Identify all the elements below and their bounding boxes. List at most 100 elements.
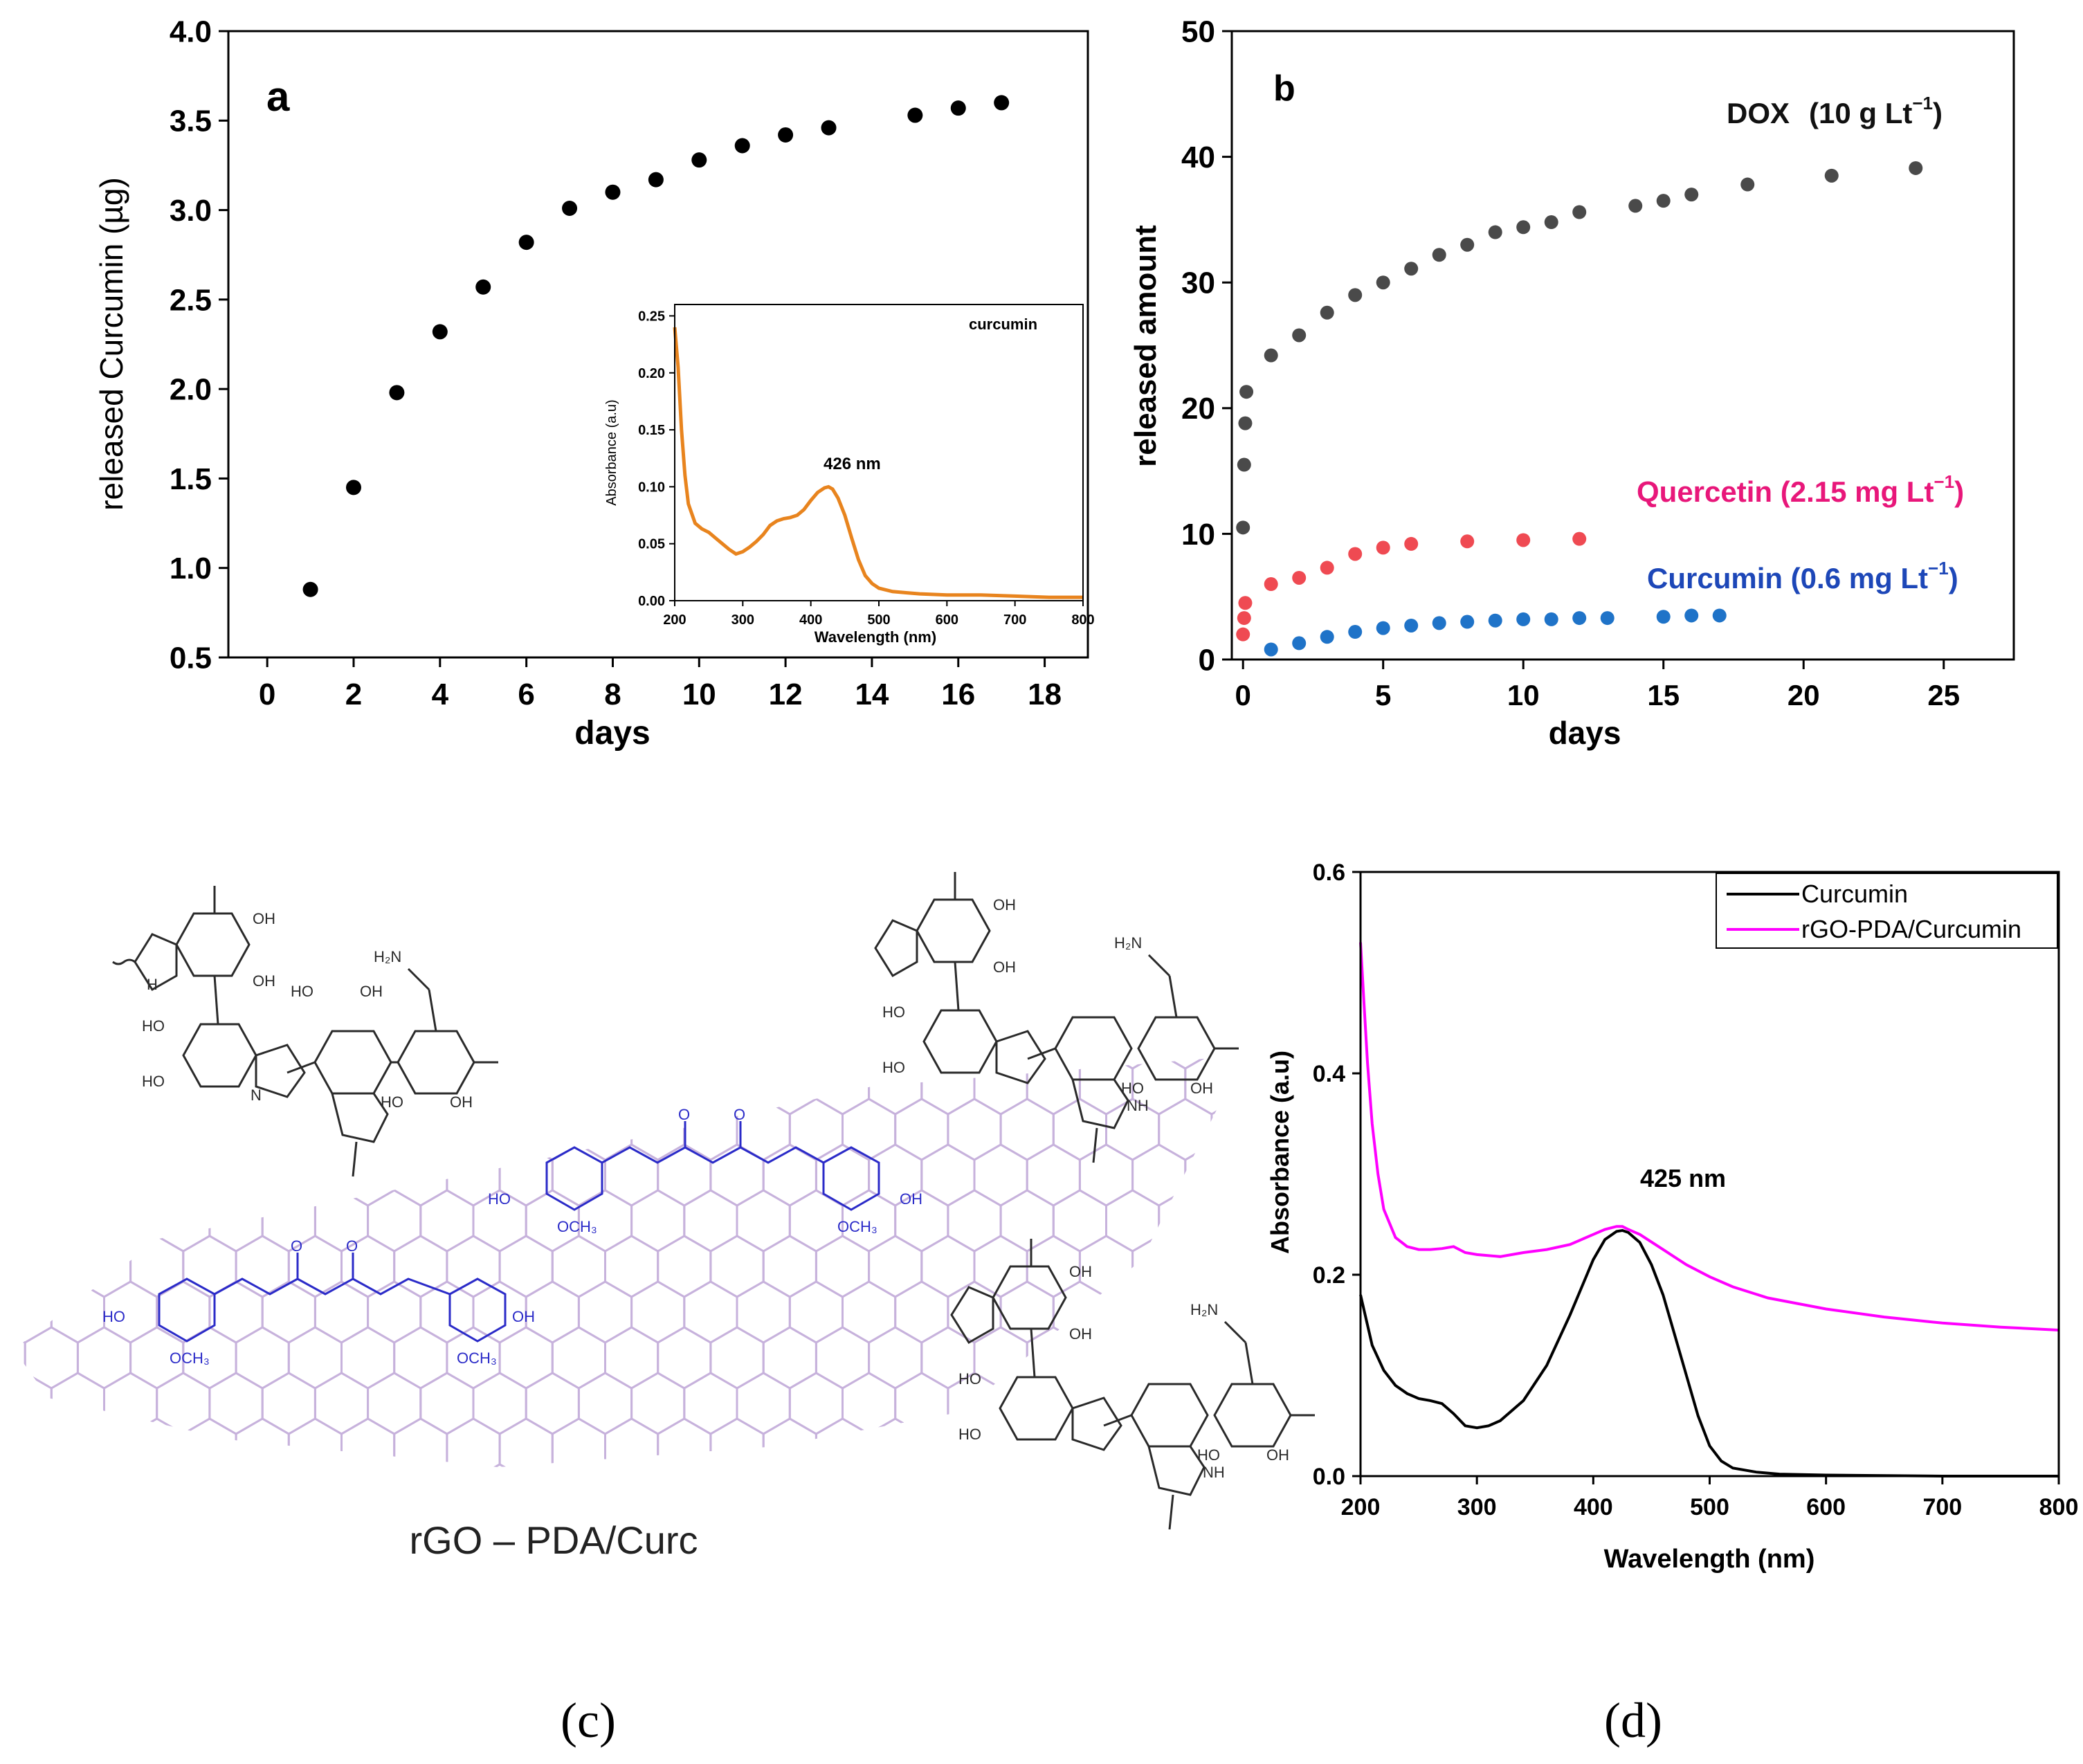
panel-a-point (950, 100, 966, 116)
curcumin-point (1264, 642, 1278, 657)
x-tick-label: 800 (1071, 612, 1094, 628)
panel-a-point (648, 172, 664, 188)
curcumin-label: OCH₃ (457, 1349, 497, 1367)
panel-b-xlabel: days (1549, 715, 1621, 751)
x-tick-label: 600 (1806, 1494, 1846, 1520)
dox-point (1516, 220, 1531, 235)
x-tick-label: 2 (345, 678, 362, 711)
y-tick-label: 1.5 (170, 462, 212, 496)
legend-label-rgo-pda-curcumin: rGO-PDA/Curcumin (1801, 915, 2021, 943)
panel-a-point (821, 120, 837, 136)
pda-label: H (147, 976, 158, 993)
panel-a-point (562, 200, 578, 216)
pda-label: HO (958, 1370, 981, 1388)
legend-quercetin-main: Quercetin (2.15 mg Lt (1637, 475, 1934, 508)
pda-bond (954, 961, 960, 1011)
quercetin-point (1516, 533, 1531, 547)
pda-bond (1103, 1414, 1132, 1427)
curcumin-label: HO (488, 1190, 511, 1208)
y-tick-label: 1.0 (170, 552, 212, 585)
x-tick-label: 200 (1341, 1494, 1381, 1520)
curcumin-label: OCH₃ (170, 1349, 210, 1367)
x-tick-label: 18 (1028, 678, 1062, 711)
pda-label: HO (882, 1003, 905, 1021)
dox-point (1628, 199, 1643, 213)
pda-ring (255, 1044, 306, 1098)
dox-point (1239, 385, 1254, 399)
pda-label: OH (1069, 1325, 1092, 1343)
inset-ticks: 200 300 400 500 600 700 800 0.00 0.05 0.10 0.15 0.2… (638, 309, 1095, 628)
panel-a-point (778, 127, 794, 143)
y-tick-label: 0.5 (170, 641, 212, 675)
panel-a-point (475, 279, 491, 295)
panel-a-points (302, 95, 1010, 597)
legend-curcumin-exp: −1 (1928, 558, 1949, 579)
curcumin-point (1320, 630, 1334, 644)
x-tick-label: 20 (1788, 679, 1820, 711)
dox-point (1237, 457, 1251, 472)
x-tick-label: 0 (1235, 679, 1251, 711)
legend-quercetin: Quercetin (2.15 mg Lt−1) (1637, 471, 1964, 508)
x-tick-label: 600 (936, 612, 958, 628)
panel-b-chart: 0 5 10 15 20 25 0 10 20 30 40 50 b days released am… (1129, 15, 2015, 751)
panel-a-ylabel: released Curcumin (µg) (93, 177, 129, 511)
quercetin-point (1404, 536, 1419, 551)
legend-box (1716, 873, 2058, 949)
x-tick-label: 400 (799, 612, 822, 628)
quercetin-point (1460, 534, 1475, 549)
curcumin-label: OCH₃ (837, 1218, 877, 1235)
pda-bond (407, 967, 430, 991)
panel-a-point (345, 480, 361, 495)
curcumin-point (1656, 610, 1671, 624)
pda-bond (1027, 1047, 1056, 1060)
pda-bond (1168, 975, 1178, 1018)
panel-a-point (734, 138, 750, 154)
pda-wavy-bond (112, 958, 136, 965)
pda-label: OH (1190, 1080, 1213, 1097)
legend-label-curcumin: Curcumin (1801, 880, 1908, 908)
panel-a-point (389, 385, 405, 401)
legend-dox-exp: −1 (1912, 93, 1933, 113)
pda-bond (1244, 1342, 1254, 1385)
dox-point (1404, 262, 1419, 276)
curcumin-point (1432, 616, 1446, 630)
pda-label: N (251, 1086, 262, 1104)
curcumin-point (1460, 615, 1475, 629)
y-tick-label: 20 (1181, 392, 1215, 426)
curcumin-label: O (678, 1106, 690, 1123)
panel-b-frame (1230, 30, 2015, 661)
curcumin-point (1404, 618, 1419, 633)
dox-point (1432, 248, 1446, 262)
curcumin-point (1292, 636, 1307, 651)
pda-label: H₂N (1114, 934, 1142, 952)
y-tick-label: 0.6 (1313, 860, 1345, 886)
pda-fragment-top-right: OH OH HO HO H₂N HO OH NH (874, 872, 1239, 1163)
panel-a-point (302, 581, 318, 597)
quercetin-point (1348, 547, 1363, 561)
dox-point (1656, 194, 1671, 208)
y-tick-label: 30 (1181, 266, 1215, 300)
x-tick-label: 300 (1457, 1494, 1497, 1520)
pda-fragment-top-left: OH OH HO HO HO OH H₂N HO OH H N (112, 886, 498, 1177)
curcumin-point (1712, 608, 1727, 623)
y-tick-label: 0.05 (638, 537, 665, 552)
x-tick-label: 5 (1375, 679, 1391, 711)
curcumin-ring (448, 1277, 507, 1343)
x-tick-label: 12 (769, 678, 803, 711)
legend-dox-main: DOX (1727, 97, 1790, 129)
panel-d-ticks: 200 300 400 500 600 700 800 0.0 0.2 0.4 0.6 (1313, 860, 2079, 1520)
pda-ring (874, 919, 918, 978)
legend-quercetin-exp: −1 (1934, 471, 1954, 492)
curcumin-point (1600, 611, 1614, 626)
pda-label: OH (1266, 1446, 1289, 1464)
curcumin-label: OH (900, 1190, 922, 1208)
pda-ring (134, 933, 178, 992)
panel-a-point (518, 235, 534, 251)
dox-point (1264, 348, 1278, 363)
caption-d: (d) (1604, 1693, 1662, 1748)
panel-b-letter: b (1273, 69, 1295, 109)
dox-point (1376, 275, 1390, 290)
x-tick-label: 200 (663, 612, 686, 628)
pda-label: HO (882, 1059, 905, 1076)
dox-point (1236, 520, 1250, 535)
